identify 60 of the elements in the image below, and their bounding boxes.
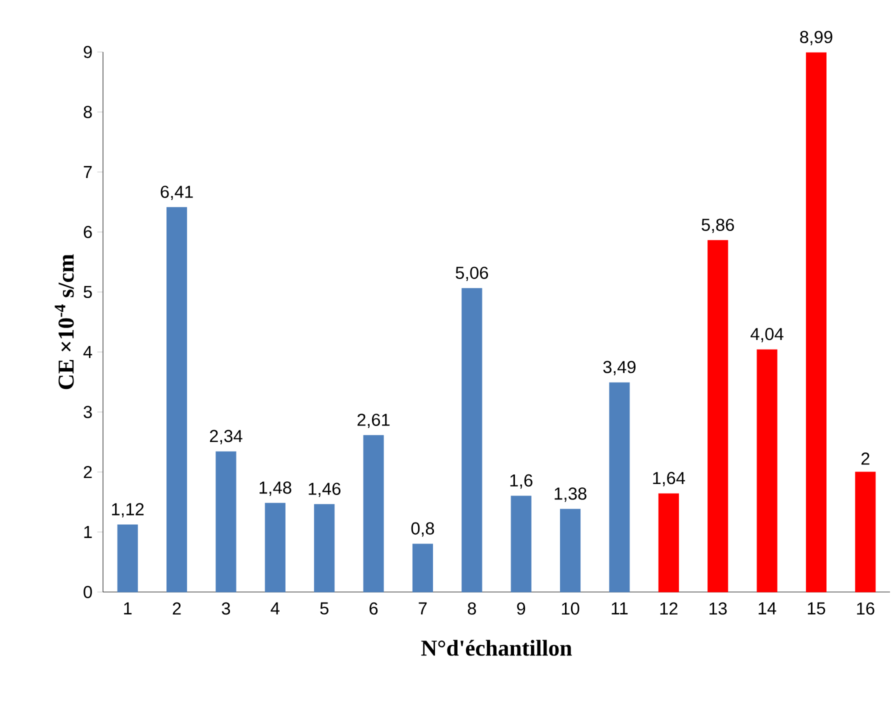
y-tick-label: 1 xyxy=(84,526,92,538)
y-tick-label: 5 xyxy=(84,286,92,298)
x-axis-title: N°d'échantillon xyxy=(421,640,572,656)
bar xyxy=(412,544,433,592)
bar xyxy=(264,502,286,592)
y-tick-label: 3 xyxy=(84,406,92,418)
bar xyxy=(314,504,335,592)
y-tick-label: 8 xyxy=(84,106,92,118)
data-label: 3,49 xyxy=(603,360,636,376)
bar xyxy=(462,288,482,592)
x-tick-label: 7 xyxy=(418,602,427,614)
data-label: 2 xyxy=(861,452,870,465)
y-axis-title: CE ×10$^{-4}$ s/cm xyxy=(54,254,74,390)
x-tick-label: 16 xyxy=(857,602,874,615)
bar xyxy=(363,435,384,592)
data-label: 1,12 xyxy=(112,503,144,518)
bar xyxy=(756,349,778,592)
data-label: 1,6 xyxy=(510,474,532,489)
data-label: 5,86 xyxy=(702,218,734,234)
x-tick-label: 13 xyxy=(710,602,727,615)
x-tick-label: 6 xyxy=(370,602,378,615)
x-tick-label: 12 xyxy=(660,602,678,615)
y-tick-label: 4 xyxy=(83,346,92,358)
y-tick-label: 9 xyxy=(84,46,92,58)
x-tick-label: 15 xyxy=(808,602,826,614)
data-label: 2,61 xyxy=(358,414,390,428)
x-tick-label: 14 xyxy=(758,602,776,614)
bar xyxy=(117,524,138,592)
bar xyxy=(166,207,188,592)
bar xyxy=(560,508,581,592)
x-tick-label: 11 xyxy=(612,602,628,614)
y-tick-label: 2 xyxy=(84,466,92,478)
bar xyxy=(855,472,876,592)
data-label: 2,34 xyxy=(210,430,242,444)
data-label: 1,64 xyxy=(653,472,686,486)
x-tick-label: 10 xyxy=(562,602,580,615)
data-label: 4,04 xyxy=(750,328,784,342)
x-tick-label: 8 xyxy=(468,602,476,615)
data-label: 1,46 xyxy=(308,482,340,498)
x-tick-label: 5 xyxy=(320,602,328,614)
data-label: 6,41 xyxy=(160,186,193,200)
x-tick-label: 3 xyxy=(222,602,230,615)
bar xyxy=(658,493,679,592)
x-tick-label: 4 xyxy=(270,602,280,614)
bar xyxy=(609,382,630,592)
y-tick-label: 7 xyxy=(84,166,92,178)
bar xyxy=(216,451,236,592)
x-tick-label: 9 xyxy=(517,602,526,615)
bar xyxy=(510,496,532,592)
data-label: 5,06 xyxy=(456,266,488,282)
bar xyxy=(708,240,728,592)
data-label: 0,8 xyxy=(411,522,434,537)
data-label: 1,38 xyxy=(554,488,586,502)
bar xyxy=(806,52,826,592)
x-tick-label: 1 xyxy=(124,602,132,614)
y-tick-label: 6 xyxy=(84,226,92,238)
x-tick-label: 2 xyxy=(172,602,181,615)
y-tick-label: 0 xyxy=(84,586,92,598)
data-label: 8,99 xyxy=(800,30,832,46)
data-label: 1,48 xyxy=(260,482,292,496)
